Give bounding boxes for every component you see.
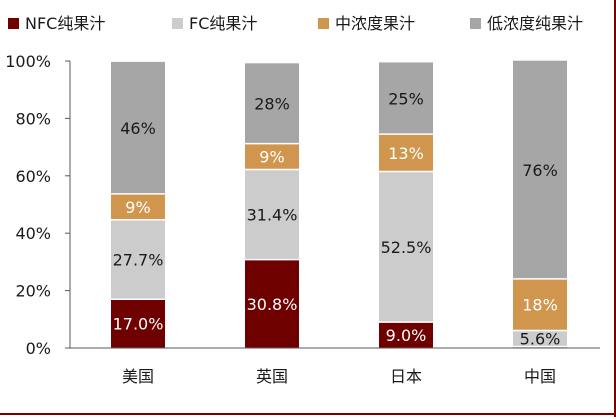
bar-segment bbox=[379, 134, 433, 172]
legend-swatch bbox=[318, 18, 329, 29]
data-label: 52.5% bbox=[381, 238, 432, 257]
frame-right-line bbox=[614, 0, 616, 417]
bar-segment bbox=[111, 193, 165, 220]
bar-segment bbox=[111, 61, 165, 194]
bar-segment bbox=[245, 169, 299, 260]
bar-segment bbox=[245, 63, 299, 144]
data-label: 9.0% bbox=[386, 326, 427, 345]
y-tick-label: 60% bbox=[15, 167, 51, 186]
legend-swatch bbox=[172, 18, 183, 29]
x-tick-label: 美国 bbox=[122, 367, 154, 386]
bar-segment bbox=[513, 278, 567, 331]
bar-segment bbox=[111, 299, 165, 348]
data-label: 76% bbox=[522, 161, 558, 180]
data-label: 28% bbox=[254, 94, 290, 113]
y-tick-label: 100% bbox=[5, 52, 51, 71]
bar-segment bbox=[513, 330, 567, 347]
legend-swatch bbox=[470, 18, 481, 29]
legend-label: NFC纯果汁 bbox=[25, 14, 105, 33]
legend-label: FC纯果汁 bbox=[189, 14, 257, 33]
legend: NFC纯果汁 FC纯果汁 中浓度果汁 低浓度纯果汁 bbox=[8, 14, 583, 33]
data-label: 46% bbox=[120, 119, 156, 138]
legend-label: 低浓度纯果汁 bbox=[487, 14, 583, 33]
data-label: 18% bbox=[522, 296, 558, 315]
y-tick-label: 40% bbox=[15, 224, 51, 243]
x-axis: 美国 英国 日本 中国 bbox=[70, 347, 600, 386]
data-label: 30.8% bbox=[247, 295, 298, 314]
bar-segment bbox=[111, 219, 165, 300]
bar-segment bbox=[245, 143, 299, 170]
data-label: 9% bbox=[125, 198, 150, 217]
data-label: 5.6% bbox=[520, 330, 561, 349]
legend-label: 中浓度果汁 bbox=[335, 14, 415, 33]
y-tick-label: 20% bbox=[15, 282, 51, 301]
bar-segment bbox=[245, 259, 299, 348]
x-tick-label: 日本 bbox=[390, 367, 422, 386]
data-label: 17.0% bbox=[113, 315, 164, 334]
data-label: 9% bbox=[259, 148, 284, 167]
bar-segment bbox=[379, 171, 433, 323]
frame-bottom-line bbox=[0, 413, 616, 415]
legend-swatch bbox=[8, 18, 19, 29]
x-tick-label: 中国 bbox=[524, 367, 556, 386]
data-label: 27.7% bbox=[113, 250, 164, 269]
y-axis: 0% 20% 40% 60% 80% 100% bbox=[5, 52, 71, 358]
data-label: 25% bbox=[388, 89, 424, 108]
y-tick-label: 80% bbox=[15, 109, 51, 128]
bar-segment bbox=[513, 60, 567, 279]
y-tick-label: 0% bbox=[26, 339, 51, 358]
bars: 17.0% 27.7% 9% 46% 30.8% 31.4% 9% 28% 9.0% 52.5% 1… bbox=[111, 60, 567, 350]
x-tick-label: 英国 bbox=[256, 367, 288, 386]
data-label: 13% bbox=[388, 144, 424, 163]
data-label: 31.4% bbox=[247, 206, 298, 225]
bar-segment bbox=[379, 62, 433, 135]
bar-segment bbox=[379, 322, 433, 348]
